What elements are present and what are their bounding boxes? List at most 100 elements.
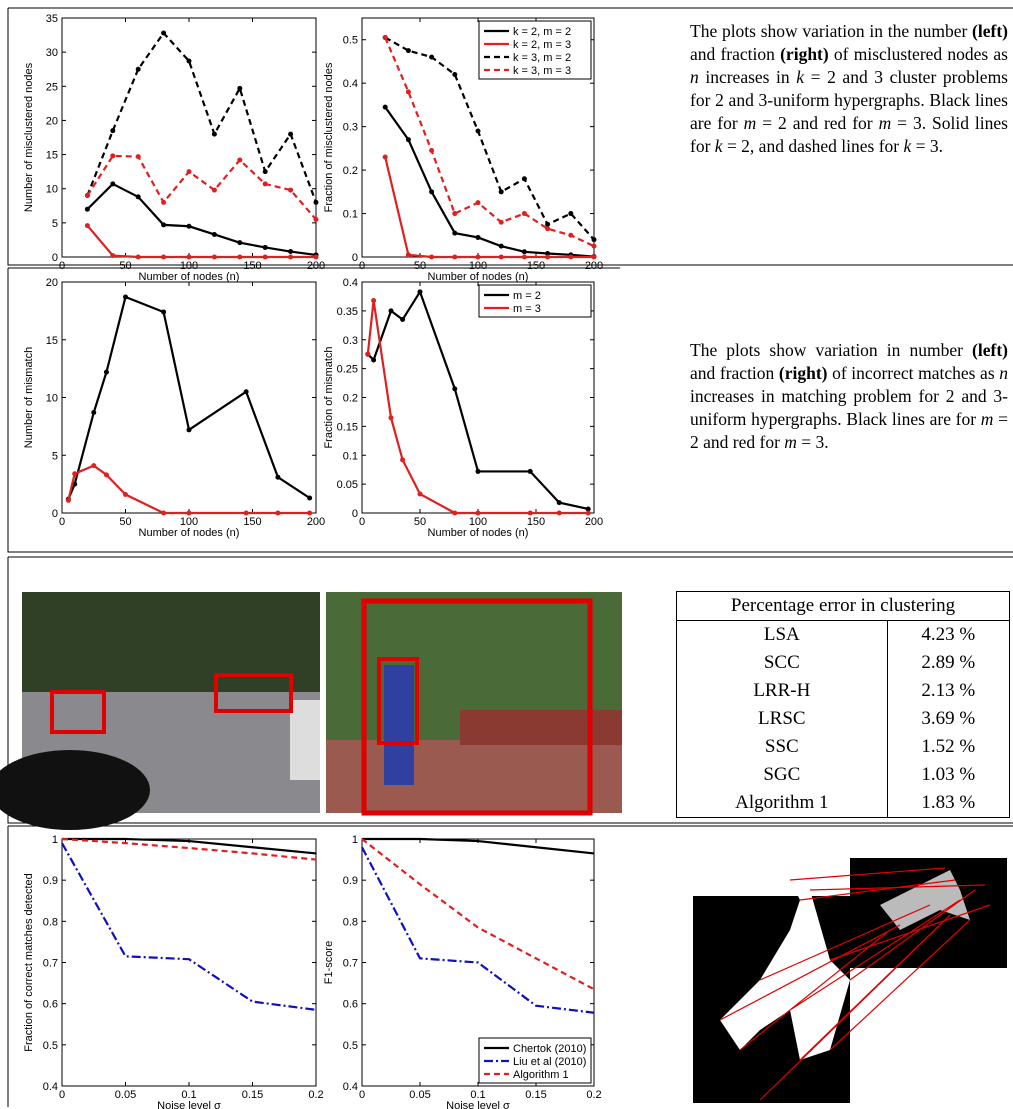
table-row: LSA4.23 % [677,621,1010,650]
table-cell: LRSC [677,705,888,733]
point [476,469,481,474]
point [406,137,411,142]
legend-label: m = 3 [513,303,541,315]
point [123,295,128,300]
y-tick-label: 0.1 [343,450,358,462]
y-tick-label: 30 [46,47,58,59]
point [545,255,550,260]
x-tick-label: 200 [307,516,325,528]
point [288,255,293,260]
y-tick-label: 20 [46,277,58,289]
point [452,211,457,216]
y-tick-label: 20 [46,115,58,127]
point [244,511,249,516]
point [72,471,77,476]
point [476,128,481,133]
point [452,255,457,260]
x-axis-label: Number of nodes (n) [139,271,240,283]
results-table: Percentage error in clustering LSA4.23 %… [676,591,1010,818]
point [389,415,394,420]
point [476,200,481,205]
legend-label: k = 2, m = 2 [513,26,571,38]
point [429,255,434,260]
table-row: SSC1.52 % [677,733,1010,761]
y-tick-label: 0.6 [43,999,58,1011]
caption-run: k [796,67,804,87]
horse-matching [693,858,1007,1103]
point [104,370,109,375]
y-tick-label: 0.4 [43,1081,58,1093]
x-axis-label: Number of nodes (n) [139,527,240,539]
x-tick-label: 200 [585,516,603,528]
y-tick-label: 0.2 [343,393,358,405]
y-tick-label: 1 [52,834,58,846]
y-tick-label: 15 [46,335,58,347]
y-tick-label: 0.8 [43,916,58,928]
x-tick-label: 0.15 [242,1089,263,1101]
point [429,189,434,194]
caption-run: (right) [779,363,828,383]
point [545,226,550,231]
table-cell: 1.52 % [887,733,1009,761]
y-tick-label: 0.8 [343,916,358,928]
x-tick-label: 150 [243,260,261,272]
y-tick-label: 0.7 [343,958,358,970]
point [263,169,268,174]
point [237,255,242,260]
legend-label: Liu et al (2010) [513,1056,586,1068]
point [592,255,597,260]
point [237,240,242,245]
table-cell: 1.03 % [887,761,1009,789]
legend-label: k = 3, m = 2 [513,52,571,64]
y-axis-label: Fraction of correct matches detected [23,873,35,1052]
point [568,233,573,238]
car-right [290,700,320,780]
y-tick-label: 25 [46,81,58,93]
point [136,255,141,260]
point [528,469,533,474]
point [187,59,192,64]
y-tick-label: 0.15 [337,421,358,433]
point [499,255,504,260]
caption-run: = 2 and red for [756,113,878,133]
table-cell: LSA [677,621,888,650]
y-tick-label: 0.9 [343,875,358,887]
x-tick-label: 0 [359,516,365,528]
caption: The plots show variation in number (left… [690,339,1008,454]
point [161,310,166,315]
x-tick-label: 0.2 [308,1089,323,1101]
point [406,48,411,53]
point [418,491,423,496]
point [288,132,293,137]
caption-run: and fraction [690,44,780,64]
point [187,511,192,516]
figure: 05010015020005101520253035Number of node… [0,0,1013,1109]
point [187,427,192,432]
x-tick-label: 50 [414,516,426,528]
y-tick-label: 0.4 [343,1081,358,1093]
table-cell: 2.13 % [887,677,1009,705]
point [136,154,141,159]
brick-floor [326,740,622,813]
y-tick-label: 0 [52,508,58,520]
y-tick-label: 0.4 [343,78,358,90]
y-tick-label: 0.3 [343,122,358,134]
point [288,188,293,193]
chart: 05010015020000.10.20.30.40.5Number of no… [323,18,603,283]
caption: The plots show variation in the number (… [690,20,1008,158]
photo-plaza [326,592,622,813]
x-tick-label: 0 [59,516,65,528]
point [365,352,370,357]
x-tick-label: 0.05 [409,1089,430,1101]
point [522,211,527,216]
point [400,457,405,462]
caption-run: (left) [972,21,1008,41]
x-tick-label: 0 [59,1089,65,1101]
point [187,224,192,229]
point [522,176,527,181]
table-cell: SCC [677,649,888,677]
y-tick-label: 0 [52,252,58,264]
point [212,188,217,193]
